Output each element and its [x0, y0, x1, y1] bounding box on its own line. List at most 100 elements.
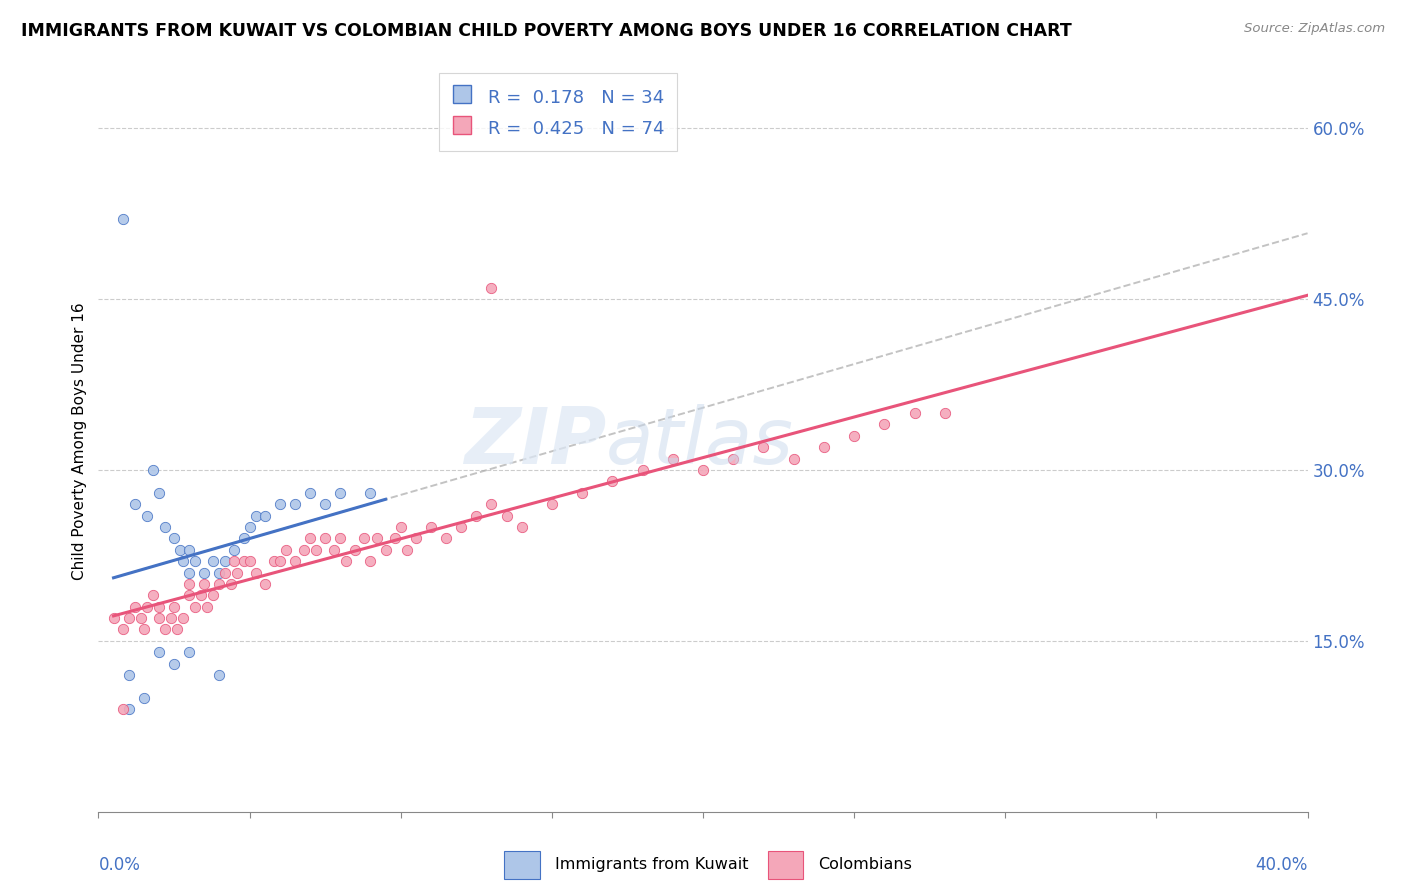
Point [329, 532, 352, 546]
Point [329, 485, 352, 500]
Point [314, 497, 336, 511]
Point [495, 508, 517, 523]
Point [360, 485, 382, 500]
Point [118, 668, 141, 682]
Point [103, 611, 125, 625]
Point [284, 554, 307, 568]
Point [245, 566, 267, 580]
Point [132, 623, 155, 637]
Point [193, 577, 215, 591]
Point [873, 417, 896, 432]
Point [111, 212, 134, 227]
Point [111, 623, 134, 637]
Point [135, 599, 157, 614]
Point [239, 520, 262, 534]
Point [118, 611, 141, 625]
Point [129, 611, 152, 625]
Point [132, 690, 155, 705]
Point [335, 554, 357, 568]
Point [434, 532, 457, 546]
Point [353, 532, 375, 546]
Point [135, 508, 157, 523]
Text: IMMIGRANTS FROM KUWAIT VS COLOMBIAN CHILD POVERTY AMONG BOYS UNDER 16 CORRELATIO: IMMIGRANTS FROM KUWAIT VS COLOMBIAN CHIL… [21, 22, 1071, 40]
Point [783, 451, 806, 466]
Point [292, 542, 315, 557]
Point [148, 599, 170, 614]
Point [723, 451, 745, 466]
Point [184, 554, 207, 568]
Point [179, 645, 201, 659]
Text: ZIP: ZIP [464, 403, 606, 480]
Text: Colombians: Colombians [818, 857, 912, 872]
Point [224, 542, 246, 557]
Point [172, 611, 194, 625]
Point [661, 451, 683, 466]
Point [124, 497, 146, 511]
Point [190, 588, 212, 602]
Point [269, 497, 291, 511]
Point [465, 508, 488, 523]
Point [934, 406, 956, 420]
Point [208, 577, 231, 591]
Point [208, 668, 231, 682]
Point [450, 520, 472, 534]
Point [323, 542, 346, 557]
Point [226, 566, 249, 580]
Point [389, 520, 412, 534]
Point [374, 542, 396, 557]
Y-axis label: Child Poverty Among Boys Under 16: Child Poverty Among Boys Under 16 [72, 302, 87, 581]
Point [314, 532, 336, 546]
Point [166, 623, 188, 637]
Point [284, 497, 307, 511]
Point [179, 577, 201, 591]
Point [752, 440, 775, 454]
Point [195, 599, 218, 614]
Point [405, 532, 427, 546]
Point [631, 463, 654, 477]
Point [384, 532, 406, 546]
Point [208, 566, 231, 580]
Text: atlas: atlas [606, 403, 794, 480]
Point [214, 566, 236, 580]
Point [904, 406, 927, 420]
Point [844, 429, 866, 443]
Point [202, 588, 225, 602]
Point [111, 702, 134, 716]
Legend: R =  0.178   N = 34, R =  0.425   N = 74: R = 0.178 N = 34, R = 0.425 N = 74 [439, 73, 676, 152]
Point [124, 599, 146, 614]
Point [253, 508, 276, 523]
Point [232, 554, 254, 568]
Text: 0.0%: 0.0% [98, 856, 141, 874]
Point [571, 485, 593, 500]
Point [269, 554, 291, 568]
Point [202, 554, 225, 568]
Point [299, 485, 322, 500]
Point [142, 588, 165, 602]
Point [163, 532, 186, 546]
Point [395, 542, 418, 557]
Point [420, 520, 443, 534]
Point [153, 520, 176, 534]
Point [360, 554, 382, 568]
Point [179, 566, 201, 580]
Point [263, 554, 285, 568]
Point [305, 542, 328, 557]
Point [148, 485, 170, 500]
Point [366, 532, 388, 546]
Text: 40.0%: 40.0% [1256, 856, 1308, 874]
Point [169, 542, 191, 557]
Point [118, 702, 141, 716]
Text: Immigrants from Kuwait: Immigrants from Kuwait [555, 857, 748, 872]
FancyBboxPatch shape [505, 851, 540, 879]
Point [224, 554, 246, 568]
Point [163, 599, 186, 614]
Point [344, 542, 367, 557]
Point [274, 542, 297, 557]
Point [148, 611, 170, 625]
Point [540, 497, 562, 511]
Point [510, 520, 533, 534]
Point [179, 542, 201, 557]
Point [148, 645, 170, 659]
Point [153, 623, 176, 637]
Point [239, 554, 262, 568]
